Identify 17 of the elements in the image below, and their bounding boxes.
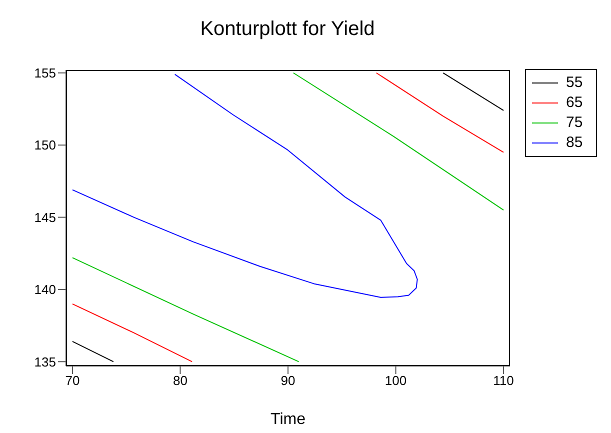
legend-label: 55 — [566, 73, 583, 93]
x-axis-title: Time — [270, 411, 306, 428]
x-tick-label: 100 — [384, 373, 407, 388]
line-series — [72, 74, 418, 298]
legend-label: 85 — [566, 133, 583, 153]
x-tick-label: 70 — [65, 373, 80, 388]
legend-label: 75 — [566, 113, 583, 133]
y-tick-label: 145 — [34, 210, 56, 225]
x-tick-label: 90 — [280, 373, 296, 388]
chart-title: Konturplott for Yield — [199, 18, 376, 41]
y-tick-label: 150 — [34, 138, 56, 153]
y-tick-label: 155 — [34, 66, 56, 81]
x-tick-label: 80 — [173, 373, 188, 388]
y-tick-label: 140 — [34, 282, 56, 298]
x-tick-label: 110 — [493, 373, 514, 388]
y-tick-label: 135 — [34, 354, 56, 370]
legend-label: 65 — [566, 93, 583, 113]
